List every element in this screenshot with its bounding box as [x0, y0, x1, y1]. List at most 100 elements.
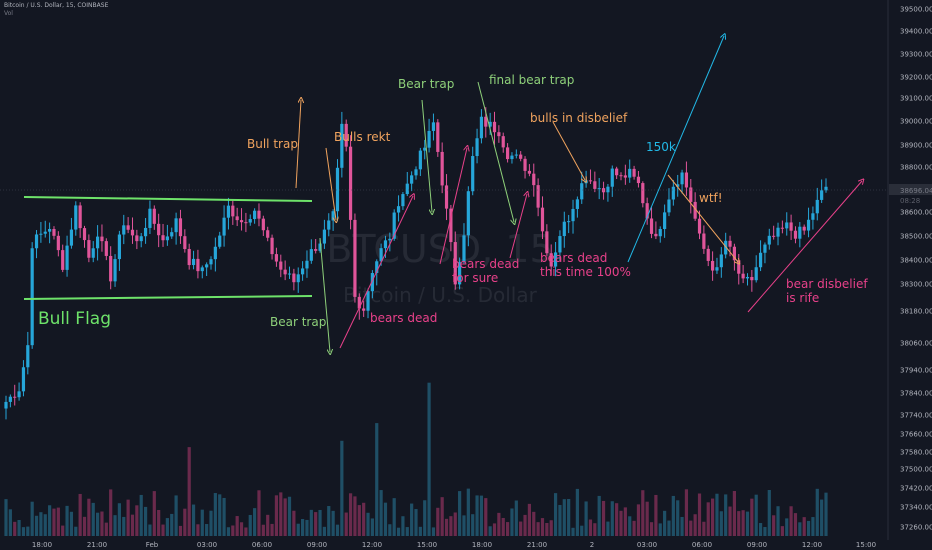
- candle-body: [763, 244, 767, 253]
- volume-bar: [165, 518, 169, 536]
- time-tick-label: 18:00: [472, 541, 492, 549]
- volume-bar: [248, 514, 252, 536]
- volume-bar: [440, 497, 444, 536]
- candle-body: [157, 223, 161, 236]
- candle-body: [684, 172, 689, 188]
- volume-bar: [314, 512, 318, 536]
- candle-body: [30, 248, 34, 346]
- volume-bar: [226, 527, 231, 536]
- candle-body: [553, 252, 558, 267]
- volume-bar: [785, 518, 789, 536]
- volume-bar: [619, 510, 623, 536]
- volume-bar: [113, 515, 117, 536]
- bull-flag-label: Bull Flag: [38, 309, 111, 329]
- volume-bar: [645, 501, 649, 536]
- candle-body: [344, 123, 348, 147]
- candle-body: [187, 248, 191, 266]
- volume-bar: [65, 505, 69, 536]
- candle-body: [536, 185, 540, 208]
- candle-body: [549, 253, 553, 267]
- volume-bar: [48, 505, 52, 536]
- candle-body: [130, 229, 135, 236]
- candle-body: [366, 291, 370, 311]
- candle-body: [170, 232, 174, 237]
- volume-bar: [130, 514, 135, 536]
- volume-bar: [436, 507, 440, 536]
- bear-trap-label-1: Bear trap: [270, 315, 326, 329]
- candle-body: [427, 130, 431, 148]
- candle-body: [410, 175, 414, 184]
- volume-bar: [401, 516, 405, 536]
- volume-bar: [379, 490, 383, 536]
- bulls-rekt-arrow: [325, 147, 336, 220]
- candle-body: [436, 122, 440, 152]
- candle-body: [152, 208, 156, 224]
- candle-body: [649, 218, 654, 234]
- volume-bar: [763, 527, 767, 536]
- candle-body: [74, 205, 78, 230]
- volume-bar: [274, 495, 279, 536]
- candle-body: [706, 248, 710, 261]
- volume-bar: [636, 504, 641, 536]
- candle-body: [414, 169, 418, 176]
- candle-body: [719, 254, 723, 268]
- volume-bar: [69, 511, 74, 536]
- countdown-tag: 08:28: [900, 197, 920, 205]
- candle-body: [488, 121, 492, 127]
- volume-bar: [135, 505, 139, 536]
- candle-body: [196, 258, 200, 272]
- volume-bar: [492, 523, 497, 536]
- candle-body: [471, 156, 475, 192]
- candle-body: [248, 219, 252, 223]
- volume-bar: [427, 382, 431, 536]
- volume-bar: [139, 494, 143, 536]
- volume-bar: [820, 499, 824, 536]
- price-axis[interactable]: 37260.00 37340.00 37420.00 37500.00 37580.00…: [887, 0, 932, 540]
- wtf-arrow: [667, 174, 738, 262]
- candle-body: [135, 235, 139, 242]
- candle-body: [593, 181, 597, 189]
- volume-bars: [4, 382, 828, 536]
- candle-body: [737, 260, 741, 274]
- time-tick-label: 21:00: [527, 541, 547, 549]
- volume-bar: [414, 509, 418, 536]
- time-axis[interactable]: 18:00 21:00 Feb 03:00 06:00 09:00 12:00 15:00 18…: [32, 541, 876, 549]
- candle-body: [663, 212, 667, 230]
- volume-bar: [575, 488, 579, 536]
- candle-body: [615, 168, 619, 176]
- bear-trap-arrow-2: [421, 99, 432, 212]
- volume-bar: [724, 494, 728, 536]
- volume-bar: [798, 522, 802, 536]
- volume-bar: [737, 511, 741, 536]
- volume-bar: [741, 510, 745, 536]
- volume-bar: [697, 493, 702, 536]
- volume-bar: [772, 515, 776, 536]
- volume-bar: [257, 490, 261, 536]
- volume-bar: [335, 524, 340, 536]
- candle-body: [449, 208, 453, 243]
- candle-body: [61, 250, 65, 270]
- candle-body: [785, 222, 789, 229]
- volume-bar: [715, 493, 719, 536]
- time-tick-label: 18:00: [32, 541, 52, 549]
- volume-bar: [95, 512, 100, 536]
- candle-body: [205, 264, 209, 268]
- candle-body: [523, 158, 527, 171]
- volume-bar: [178, 525, 183, 536]
- candle-body: [109, 255, 113, 282]
- volume-bar: [505, 522, 510, 536]
- volume-bar: [322, 526, 327, 536]
- candle-body: [575, 199, 579, 209]
- candle-body: [226, 205, 231, 218]
- chart-header-symbol[interactable]: Bitcoin / U.S. Dollar, 15, COINBASE: [4, 2, 109, 9]
- candle-body: [78, 205, 82, 229]
- candle-body: [824, 186, 828, 191]
- volume-bar: [87, 498, 91, 536]
- volume-bar: [331, 510, 335, 536]
- candle-body: [728, 240, 732, 247]
- price-tick-label: 37940.00: [900, 367, 932, 375]
- volume-indicator-label[interactable]: Vol: [4, 10, 13, 17]
- volume-bar: [501, 517, 505, 536]
- price-tick-label: 37660.00: [900, 431, 932, 439]
